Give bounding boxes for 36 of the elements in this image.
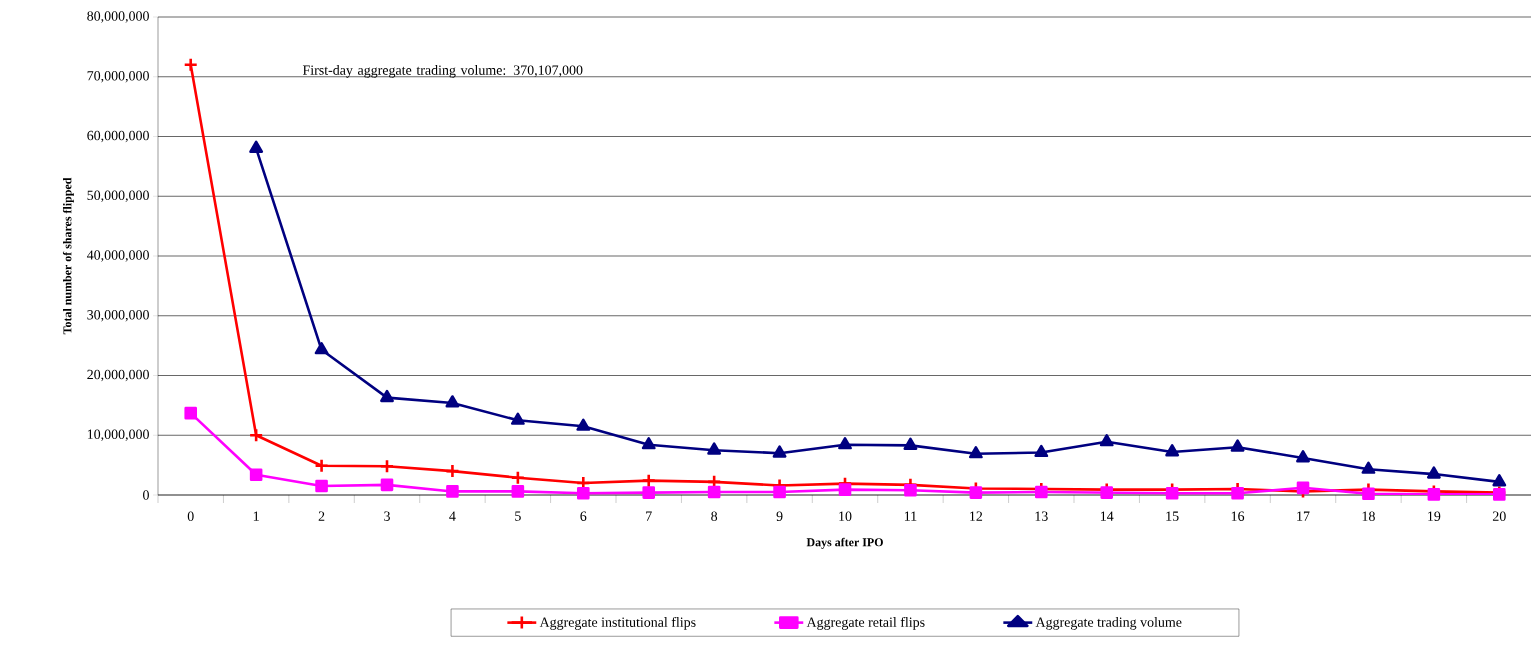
y-tick-label: 20,000,000 bbox=[87, 369, 149, 382]
y-tick-label: 60,000,000 bbox=[87, 130, 149, 143]
x-tick-label: 15 bbox=[1166, 511, 1179, 521]
x-tick-label: 8 bbox=[711, 511, 718, 521]
y-tick-label: 80,000,000 bbox=[87, 11, 149, 23]
x-tick-label: 19 bbox=[1428, 511, 1441, 521]
x-tick-label: 10 bbox=[839, 511, 852, 521]
x-tick-label: 12 bbox=[970, 511, 983, 521]
y-tick-label: 10,000,000 bbox=[87, 429, 149, 441]
x-tick-label: 13 bbox=[1035, 511, 1048, 521]
x-tick-label: 9 bbox=[776, 511, 783, 521]
legend-label: Aggregate retail flips bbox=[806, 616, 925, 630]
x-axis-title: Days after IPO bbox=[806, 537, 883, 549]
x-tick-label: 11 bbox=[904, 511, 917, 521]
x-tick-label: 16 bbox=[1231, 511, 1245, 521]
x-tick-label: 2 bbox=[318, 511, 325, 521]
x-tick-label: 4 bbox=[449, 511, 456, 521]
y-tick-label: 50,000,000 bbox=[87, 190, 149, 202]
x-tick-label: 6 bbox=[580, 511, 587, 521]
y-tick-label: 30,000,000 bbox=[87, 310, 149, 322]
annotation: First-day aggregate trading volume: 370,107,000 bbox=[302, 64, 583, 78]
x-tick-label: 17 bbox=[1297, 511, 1310, 521]
x-tick-label: 1 bbox=[253, 511, 259, 521]
x-tick-label: 18 bbox=[1362, 511, 1375, 521]
legend-label: Aggregate institutional flips bbox=[539, 616, 696, 630]
x-tick-label: 3 bbox=[384, 511, 390, 521]
x-tick-label: 20 bbox=[1492, 511, 1506, 521]
x-tick-label: 7 bbox=[646, 511, 652, 521]
x-tick-label: 5 bbox=[515, 511, 521, 521]
y-axis-title: Total number of shares flipped bbox=[62, 177, 74, 335]
x-tick-label: 0 bbox=[187, 511, 194, 521]
y-tick-label: 70,000,000 bbox=[87, 71, 149, 83]
y-tick-label: 0 bbox=[143, 490, 149, 500]
legend-label: Aggregate trading volume bbox=[1035, 617, 1182, 630]
y-tick-label: 40,000,000 bbox=[86, 250, 149, 262]
x-tick-label: 14 bbox=[1100, 511, 1114, 521]
